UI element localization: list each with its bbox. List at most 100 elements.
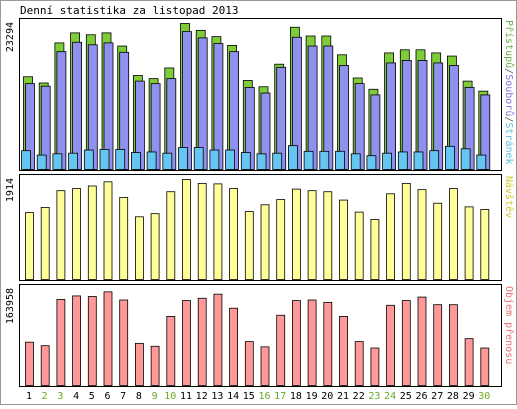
legend-visits: Návštěv <box>503 176 515 218</box>
bar-hits-files-pages-3-day-19 <box>303 150 314 170</box>
bar-traffic-1-day-24 <box>386 304 396 386</box>
bar-hits-files-pages-3-day-23 <box>366 155 377 170</box>
bar-traffic-1-day-27 <box>433 304 443 386</box>
bar-traffic-1-day-5 <box>87 296 97 386</box>
bar-hits-files-pages-3-day-7 <box>115 149 126 170</box>
bar-hits-files-pages-3-day-22 <box>350 153 361 170</box>
bar-visits-1-day-30 <box>480 209 490 280</box>
bar-visits-1-day-7 <box>119 197 129 280</box>
legend-entry: / <box>503 68 514 74</box>
bar-visits-1-day-3 <box>56 190 66 280</box>
bar-hits-files-pages-3-day-4 <box>68 152 78 170</box>
x-tick-label-day-7: 7 <box>120 391 126 402</box>
bar-traffic-1-day-19 <box>307 299 317 386</box>
bar-traffic-1-day-9 <box>150 345 160 386</box>
bar-traffic-1-day-12 <box>197 297 207 386</box>
bar-traffic-1-day-28 <box>448 304 458 386</box>
bar-visits-1-day-18 <box>291 188 301 280</box>
x-tick-label-day-28: 28 <box>447 391 459 402</box>
legend-hits-files-pages: Přístupů/Souborů/Stránek <box>503 20 515 165</box>
bar-hits-files-pages-3-day-6 <box>99 149 110 170</box>
x-tick-label-day-3: 3 <box>57 391 63 402</box>
bar-hits-files-pages-3-day-10 <box>162 152 173 170</box>
bar-traffic-1-day-25 <box>401 300 411 386</box>
bar-hits-files-pages-3-day-26 <box>413 151 424 170</box>
bar-hits-files-pages-3-day-21 <box>335 150 345 170</box>
bar-traffic-1-day-26 <box>417 296 427 386</box>
bar-visits-1-day-29 <box>464 206 474 280</box>
bar-traffic-1-day-14 <box>229 307 239 386</box>
x-tick-label-day-12: 12 <box>196 391 208 402</box>
y-max-label-hits-files-pages: 23294 <box>5 22 16 52</box>
bar-traffic-1-day-10 <box>166 316 176 386</box>
bar-hits-files-pages-3-day-15 <box>240 152 251 170</box>
y-max-label-traffic: 163958 <box>5 288 16 324</box>
x-tick-label-day-11: 11 <box>180 391 192 402</box>
bar-visits-1-day-25 <box>401 182 411 280</box>
bar-traffic-1-day-20 <box>323 301 333 386</box>
x-tick-label-day-18: 18 <box>290 391 302 402</box>
x-tick-label-day-30: 30 <box>478 391 490 402</box>
bar-visits-1-day-22 <box>354 211 364 280</box>
x-tick-label-day-27: 27 <box>431 391 443 402</box>
bar-hits-files-pages-3-day-28 <box>444 145 455 170</box>
x-tick-label-day-15: 15 <box>243 391 255 402</box>
bar-visits-1-day-24 <box>386 193 396 280</box>
bar-hits-files-pages-3-day-30 <box>476 154 487 170</box>
bar-traffic-1-day-22 <box>354 341 364 386</box>
bar-visits-1-day-16 <box>260 204 270 280</box>
bar-traffic-1-day-3 <box>56 299 66 386</box>
bar-hits-files-pages-3-day-3 <box>52 153 63 170</box>
x-tick-label-day-29: 29 <box>463 391 475 402</box>
bar-visits-1-day-26 <box>417 189 427 280</box>
bar-hits-files-pages-3-day-17 <box>272 152 283 170</box>
bar-visits-1-day-9 <box>150 213 160 280</box>
x-tick-label-day-22: 22 <box>353 391 365 402</box>
bar-visits-1-day-11 <box>182 179 191 280</box>
bar-hits-files-pages-3-day-13 <box>209 149 220 170</box>
bar-visits-1-day-10 <box>166 191 176 280</box>
bar-visits-1-day-4 <box>72 188 81 280</box>
x-tick-label-day-8: 8 <box>136 391 142 402</box>
bar-hits-files-pages-3-day-2 <box>36 154 47 170</box>
bar-hits-files-pages-3-day-1 <box>21 150 31 170</box>
bar-visits-1-day-2 <box>40 206 50 280</box>
bar-visits-1-day-20 <box>323 191 333 280</box>
bar-traffic-1-day-11 <box>182 300 191 386</box>
x-tick-label-day-1: 1 <box>26 391 32 402</box>
chart-title: Denní statistika za listopad 2013 <box>20 4 239 17</box>
bar-traffic-1-day-7 <box>119 299 129 386</box>
x-tick-label-day-10: 10 <box>164 391 176 402</box>
bar-hits-files-pages-3-day-29 <box>460 148 471 170</box>
legend-entry: Přístupů <box>503 20 515 68</box>
x-tick-label-day-6: 6 <box>104 391 110 402</box>
legend-entry: Návštěv <box>503 176 515 218</box>
bar-visits-1-day-13 <box>213 183 223 280</box>
bar-traffic-1-day-17 <box>276 314 286 386</box>
x-tick-label-day-16: 16 <box>258 391 270 402</box>
x-tick-label-day-14: 14 <box>227 391 239 402</box>
bar-visits-1-day-6 <box>103 181 113 280</box>
bar-traffic-1-day-15 <box>244 341 254 386</box>
bar-visits-1-day-27 <box>433 202 443 280</box>
x-tick-label-day-26: 26 <box>415 391 427 402</box>
bar-visits-1-day-12 <box>197 182 207 280</box>
bar-traffic-1-day-6 <box>103 291 113 386</box>
bar-visits-1-day-21 <box>339 199 348 280</box>
y-max-label-visits: 1914 <box>5 178 16 202</box>
bar-hits-files-pages-3-day-12 <box>193 147 204 170</box>
bar-hits-files-pages-2-day-4 <box>72 41 82 170</box>
x-tick-label-day-5: 5 <box>89 391 95 402</box>
bar-traffic-1-day-29 <box>464 338 474 386</box>
bar-hits-files-pages-3-day-25 <box>397 151 408 170</box>
bar-traffic-1-day-18 <box>291 300 301 386</box>
bar-visits-1-day-8 <box>134 216 144 280</box>
bar-visits-1-day-14 <box>229 188 239 280</box>
legend-traffic: Objem přenosu <box>503 286 515 364</box>
x-tick-label-day-21: 21 <box>337 391 349 402</box>
bar-hits-files-pages-3-day-8 <box>130 152 141 170</box>
x-tick-label-day-2: 2 <box>42 391 48 402</box>
bar-visits-1-day-1 <box>25 212 34 280</box>
